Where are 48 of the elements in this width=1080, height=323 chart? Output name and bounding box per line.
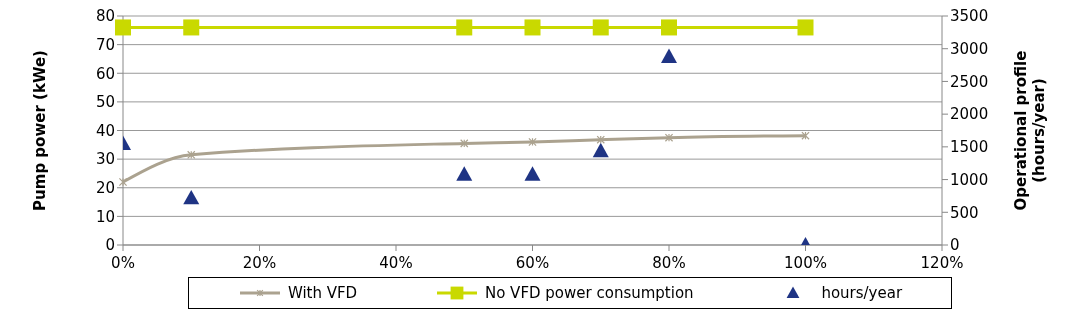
y-tick-label: 40 [95,121,115,140]
point [592,142,609,158]
point [460,139,469,148]
y-tick-label: 60 [95,64,115,83]
y2-tick-label: 500 [950,203,979,222]
y-tick-label: 70 [95,35,115,54]
point [118,177,128,187]
y2-axis-title: Operational profile (hours/year) [1012,50,1048,211]
legend-label: hours/year [821,284,903,302]
x-tick-label: 80% [652,253,686,272]
point [183,19,200,36]
point [115,19,131,36]
point [797,19,814,36]
y2-tick-label: 2500 [950,72,989,91]
legend-label: With VFD [287,284,358,302]
point [664,133,674,142]
x-tick-label: 60% [515,253,550,272]
point [528,137,537,147]
x-tick-label: 100% [784,253,827,272]
point [661,48,677,63]
point [801,131,810,140]
point [596,135,605,144]
point [524,166,541,181]
x-tick-label: 20% [242,253,277,272]
y-tick-label: 50 [95,93,115,112]
y-tick-label: 0 [105,236,115,255]
y-axis-title: Pump power (kWe) [31,50,49,211]
point [592,19,609,36]
y2-tick-label: 3000 [950,40,989,59]
y-tick-label: 80 [95,7,115,26]
x-tick-label: 0% [111,253,135,272]
x-tick-label: 120% [920,253,964,272]
point [524,19,541,36]
point [661,19,677,36]
x-tick-label: 40% [379,253,413,272]
legend-label: No VFD power consumption [484,284,694,302]
y2-tick-label: 2000 [950,105,989,124]
y2-tick-label: 0 [950,236,960,255]
y-tick-label: 20 [95,179,115,198]
y-tick-label: 30 [95,150,115,169]
y2-tick-label: 1000 [950,170,989,189]
point [187,150,196,160]
y-tick-label: 10 [95,207,115,226]
point [456,166,473,181]
y2-tick-label: 3500 [950,7,989,26]
point [456,19,473,36]
y2-tick-label: 1500 [950,138,989,157]
point [183,189,200,205]
